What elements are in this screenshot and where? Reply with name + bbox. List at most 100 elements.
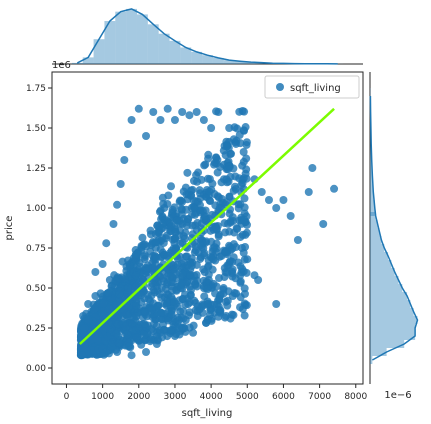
scatter-point [181, 316, 190, 324]
scatter-point [102, 239, 111, 248]
scatter-point [219, 284, 228, 293]
scatter-point [190, 277, 199, 286]
scatter-point [167, 210, 176, 219]
scatter-point [142, 348, 151, 356]
scatter-point [209, 255, 218, 264]
scatter-point [114, 338, 123, 347]
scatter-point [272, 300, 281, 308]
scatter-point [186, 291, 195, 300]
scatter-point [171, 228, 180, 237]
scatter-point [87, 335, 96, 344]
marginal-y-kde [369, 95, 419, 361]
scatter-point [142, 267, 151, 276]
scatter-point [139, 275, 148, 284]
marginal-y-bar [370, 340, 405, 348]
x-tick-label: 5000 [236, 392, 259, 402]
scatter-point [210, 300, 219, 309]
scatter-point [123, 140, 132, 148]
marginal-x-bar [147, 24, 159, 64]
scatter-point [240, 194, 249, 203]
scatter-point [113, 348, 122, 356]
scatter-point [185, 111, 194, 120]
scatter-point [132, 333, 141, 342]
marginal-y-bar [370, 260, 392, 268]
scatter-point [190, 176, 199, 185]
marginal-y-bar [370, 292, 408, 300]
scatter-point [242, 138, 251, 147]
scatter-point [163, 251, 172, 260]
marginal-x-bar [82, 57, 94, 64]
y-tick-label: 0.50 [26, 284, 46, 294]
scatter-point [167, 182, 176, 191]
scatter-point [203, 300, 212, 309]
scatter-point [236, 232, 245, 241]
scatter-point [167, 222, 176, 231]
scatter-point [98, 260, 107, 268]
scatter-point [223, 142, 232, 151]
scatter-point [84, 300, 93, 308]
scatter-point [240, 107, 249, 116]
scatter-point [214, 232, 223, 241]
x-tick-label: 2000 [127, 392, 150, 402]
scatter-point [98, 344, 107, 353]
scatter-point [181, 228, 190, 237]
scatter-point [192, 108, 201, 116]
scatter-point [293, 236, 302, 244]
scatter-point [131, 282, 140, 291]
y-tick-label: 1.50 [26, 124, 46, 134]
marginal-x-bar [115, 11, 127, 65]
scatter-point [152, 340, 161, 348]
marginal-x-bar [245, 62, 257, 64]
scatter-point [104, 288, 113, 297]
scatter-point [90, 305, 99, 314]
marginal-y-bar [370, 268, 395, 276]
scatter-point [237, 243, 246, 252]
marginal-x-bar [169, 40, 181, 64]
scatter-point [215, 295, 224, 304]
scatter-point [200, 268, 209, 277]
marginal-x-bar [202, 55, 213, 64]
scatter-point [226, 217, 235, 226]
scatter-point [239, 157, 248, 166]
marginal-x-kde [76, 8, 338, 65]
scatter-point [84, 316, 93, 324]
scatter-point [183, 261, 192, 270]
scatter-point [178, 269, 187, 278]
scatter-point [99, 299, 108, 308]
scatter-point [180, 234, 189, 243]
scatter-point [170, 239, 179, 248]
scatter-point [167, 286, 176, 295]
scatter-point [196, 208, 205, 217]
scatter-point [91, 268, 100, 276]
scatter-point [179, 187, 188, 196]
scatter-point [143, 290, 152, 299]
scatter-point [226, 314, 235, 323]
scatter-point [227, 149, 236, 158]
scatter-point [212, 225, 221, 234]
y-axis-label: price [4, 216, 15, 241]
scatter-point [264, 196, 273, 204]
marginal-y-bar [370, 168, 373, 184]
marginal-y-scale-label: 1e−6 [384, 390, 411, 401]
y-tick-label: 0.00 [26, 364, 46, 374]
scatter-point [158, 213, 167, 222]
scatter-point [199, 116, 208, 124]
x-axis-ticks: 0 1000 2000 3000 4000 5000 6000 7000 8000 [64, 384, 367, 402]
scatter-point [151, 238, 160, 247]
scatter-point [209, 244, 218, 253]
scatter-point [193, 307, 202, 316]
scatter-point [133, 250, 142, 259]
scatter-point [170, 116, 179, 124]
scatter-point [167, 306, 176, 315]
scatter-point [225, 162, 234, 171]
marginal-x-bar [93, 39, 105, 64]
scatter-point [157, 308, 166, 317]
scatter-point [178, 108, 187, 116]
scatter-point [104, 304, 113, 313]
scatter-point [142, 242, 151, 251]
scatter-point [203, 174, 212, 183]
marginal-x-bar [191, 51, 203, 64]
marginal-y-bar [370, 300, 411, 308]
scatter-point [123, 330, 132, 339]
